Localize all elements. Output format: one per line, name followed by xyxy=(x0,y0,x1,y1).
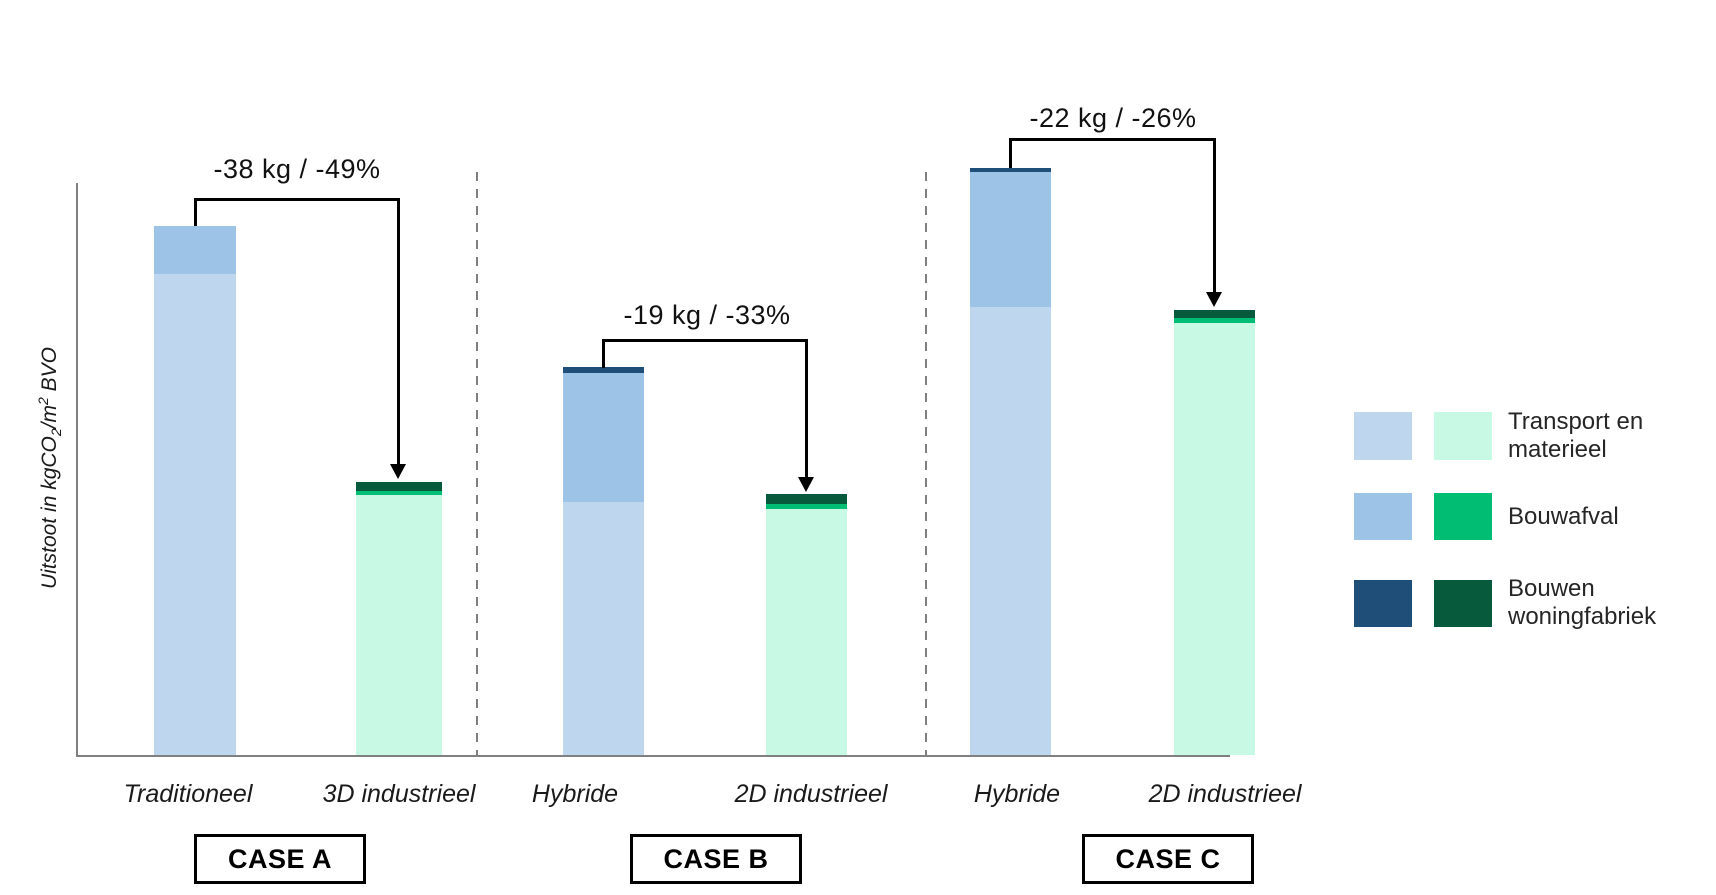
x-label-hybride-b: Hybride xyxy=(531,780,619,808)
bracket-b-left-stub xyxy=(602,339,605,368)
x-label-2d-industrieel-b: 2D industrieel xyxy=(734,780,888,808)
bar-case-c-2d-industrieel xyxy=(1174,310,1255,755)
bar-case-b-hybride xyxy=(563,367,644,755)
y-axis-label-subscript: 2 xyxy=(48,428,65,437)
x-label-hybride-c: Hybride xyxy=(973,780,1061,808)
bar-segment-transport-en-materieel xyxy=(154,273,236,755)
delta-label-case-c: -22 kg / -26% xyxy=(1029,103,1197,133)
bar-segment-transport-en-materieel xyxy=(563,502,644,755)
bar-case-a-3d-industrieel xyxy=(356,481,442,755)
legend-label-bouwen: Bouwen woningfabriek xyxy=(1508,575,1657,630)
x-axis-line xyxy=(76,755,1230,757)
bar-segment-bouwen-woningfabriek xyxy=(356,481,442,491)
legend-label-transport: Transport en materieel xyxy=(1508,408,1644,463)
case-a-box: CASE A xyxy=(194,834,366,884)
legend-swatch-darkgreen xyxy=(1434,579,1492,627)
legend-row-transport: Transport en materieel xyxy=(1354,408,1714,464)
bar-case-a-traditioneel xyxy=(154,225,236,755)
case-b-label: CASE B xyxy=(663,843,769,874)
arrow-down-icon xyxy=(1206,292,1222,307)
bar-segment-transport-en-materieel xyxy=(766,509,847,755)
y-axis-label-mid: /m xyxy=(38,404,61,429)
bar-segment-transport-en-materieel xyxy=(356,495,442,755)
bracket-b-right-stub xyxy=(805,339,808,477)
separator-case-b-c xyxy=(925,172,927,755)
bar-segment-bouwafval xyxy=(356,490,442,496)
bar-segment-bouwafval xyxy=(154,225,236,274)
arrow-down-icon xyxy=(798,477,814,492)
separator-case-a-b xyxy=(476,172,478,755)
bar-segment-bouwen-woningfabriek xyxy=(563,367,644,373)
legend-label-bouwafval: Bouwafval xyxy=(1508,502,1619,530)
bar-case-b-2d-industrieel xyxy=(766,494,847,755)
case-a-label: CASE A xyxy=(227,843,332,874)
bar-segment-transport-en-materieel xyxy=(1174,323,1255,755)
legend-row-bouwafval: Bouwafval xyxy=(1354,493,1714,540)
bar-segment-bouwafval xyxy=(766,504,847,510)
bracket-b-horizontal xyxy=(602,339,808,342)
legend-swatch-lightblue xyxy=(1354,412,1412,460)
bracket-c-left-stub xyxy=(1009,138,1012,168)
legend-swatch-green xyxy=(1434,493,1492,540)
bracket-a-left-stub xyxy=(194,198,197,226)
bracket-a-horizontal xyxy=(194,198,400,201)
case-c-box: CASE C xyxy=(1082,834,1254,884)
bar-case-c-hybride xyxy=(970,167,1051,755)
y-axis-label-end: BVO xyxy=(38,347,61,398)
bar-segment-bouwafval xyxy=(1174,318,1255,324)
delta-label-case-b: -19 kg / -33% xyxy=(623,300,791,330)
bar-segment-bouwen-woningfabriek xyxy=(1174,310,1255,319)
bar-segment-bouwen-woningfabriek xyxy=(970,167,1051,172)
y-axis-label-superscript: 2 xyxy=(35,397,51,405)
bracket-c-right-stub xyxy=(1213,138,1216,292)
legend-swatch-mint xyxy=(1434,412,1492,460)
y-axis-line xyxy=(76,183,78,755)
bar-segment-transport-en-materieel xyxy=(970,306,1051,755)
bracket-a-right-stub xyxy=(397,198,400,464)
bracket-c-horizontal xyxy=(1009,138,1215,141)
legend-swatch-mediumblue xyxy=(1354,493,1412,540)
x-label-traditioneel: Traditioneel xyxy=(123,780,253,808)
bar-segment-bouwafval xyxy=(970,171,1051,307)
bar-segment-bouwafval xyxy=(563,372,644,503)
arrow-down-icon xyxy=(390,464,406,479)
legend: Transport en materieel Bouwafval Bouwen … xyxy=(1354,408,1714,631)
legend-swatch-navy xyxy=(1354,579,1412,627)
legend-row-bouwen: Bouwen woningfabriek xyxy=(1354,575,1714,631)
y-axis-label-text: Uitstoot in kgCO xyxy=(38,436,61,589)
case-c-label: CASE C xyxy=(1115,843,1221,874)
y-axis-label: Uitstoot in kgCO2/m2 BVO xyxy=(35,218,65,718)
delta-label-case-a: -38 kg / -49% xyxy=(213,154,381,184)
case-b-box: CASE B xyxy=(630,834,802,884)
x-label-3d-industrieel: 3D industrieel xyxy=(322,780,476,808)
x-label-2d-industrieel-c: 2D industrieel xyxy=(1148,780,1302,808)
bar-segment-bouwen-woningfabriek xyxy=(766,494,847,505)
